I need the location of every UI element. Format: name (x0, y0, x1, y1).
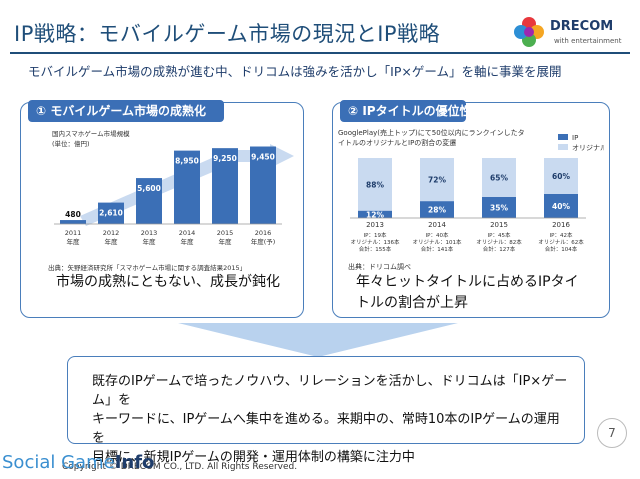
legend-ip-swatch (558, 134, 568, 140)
summary-line-2: キーワードに、IPゲームへ集中を進める。来期中の、常時10本のIPゲームの運用を (92, 412, 560, 446)
right-caption: 年々ヒットタイトルに占めるIPタイトルの割合が上昇 (356, 274, 579, 311)
count-original: オリジナル：136本 (351, 238, 400, 246)
x-tick-year: 2016 (255, 229, 272, 237)
original-pct-label: 72% (428, 176, 446, 185)
logo-tagline: with entertainment (554, 37, 622, 45)
summary-line-3: 目標に、新規IPゲームの開発・運用体制の構築に注力中 (92, 450, 415, 465)
x-tick-year: 2013 (366, 221, 384, 229)
growth-trend-arrow (80, 144, 294, 226)
x-tick-year: 2014 (428, 221, 446, 229)
bar-original-2015 (482, 158, 516, 197)
watermark-part-a: Social Game (2, 452, 115, 473)
count-original: オリジナル：82本 (476, 238, 522, 246)
strategy-summary-box (67, 356, 585, 444)
market-maturity-tab: ① モバイルゲーム市場の成熟化 (28, 100, 224, 122)
bar-value-label: 8,950 (175, 157, 199, 166)
legend-original-label: オリジナル (572, 144, 604, 152)
x-tick-year: 2012 (103, 229, 120, 237)
original-pct-label: 60% (552, 172, 570, 181)
watermark: Social GameInfo (2, 452, 154, 473)
x-tick-year: 2011 (65, 229, 82, 237)
title-divider (10, 52, 630, 54)
count-total: 合計：141本 (421, 245, 454, 253)
left-chart-title: 国内スマホゲーム市場規模 (52, 129, 130, 138)
x-tick-suffix: 年度 (219, 237, 233, 246)
strategy-summary-text: 既存のIPゲームで培ったノウハウ、リレーションを活かし、ドリコムは「IP×ゲーム… (92, 372, 572, 467)
x-tick-suffix: 年度 (67, 237, 81, 246)
count-ip: IP：42本 (550, 231, 573, 239)
bar-ip-2014 (420, 201, 454, 218)
x-tick-year: 2015 (490, 221, 508, 229)
bar-5 (212, 148, 238, 224)
right-source-note: 出典：ドリコム調べ (348, 263, 411, 271)
page-subtitle: モバイルゲーム市場の成熟が進む中、ドリコムは強みを活かし「IP×ゲーム」を軸に事… (28, 64, 562, 79)
count-total: 合計：155本 (359, 245, 392, 253)
summary-line-1: 既存のIPゲームで培ったノウハウ、リレーションを活かし、ドリコムは「IP×ゲーム… (92, 374, 568, 408)
count-total: 合計：104本 (545, 245, 578, 253)
page-title: IP戦略：モバイルゲーム市場の現況とIP戦略 (14, 22, 441, 46)
bar-6 (250, 146, 276, 224)
bar-3 (136, 178, 162, 224)
down-arrow-icon (178, 323, 458, 357)
x-tick-suffix: 年度 (181, 237, 195, 246)
copyright-text: Copyright © DRECOM CO., LTD. All Rights … (62, 462, 298, 472)
bar-4 (174, 150, 200, 224)
logo-brand-text: DRECOM (550, 19, 614, 34)
right-chart-note: GooglePlay(売上トップ)にて50位以内にランクインしたタイトルのオリジ… (338, 129, 525, 147)
bar-ip-2015 (482, 197, 516, 218)
ip-pct-label: 12% (366, 210, 384, 219)
bar-value-label: 2,610 (99, 209, 123, 218)
count-original: オリジナル：101本 (413, 238, 462, 246)
bar-ip-2016 (544, 194, 578, 218)
x-tick-year: 2016 (552, 221, 570, 229)
legend-ip-label: IP (572, 134, 578, 142)
bar-2 (98, 202, 124, 224)
count-total: 合計：127本 (483, 245, 516, 253)
x-tick-suffix: 年度(予) (251, 237, 276, 246)
count-ip: IP：19本 (364, 231, 387, 239)
page-number: 7 (597, 418, 627, 448)
left-caption: 市場の成熟にともない、成長が鈍化 (56, 274, 280, 290)
x-tick-year: 2014 (179, 229, 196, 237)
bar-value-label: 9,250 (213, 154, 237, 163)
watermark-part-b: Info (114, 452, 155, 473)
ip-pct-label: 40% (552, 202, 570, 211)
x-tick-suffix: 年度 (105, 237, 119, 246)
bar-value-label: 480 (65, 210, 81, 219)
ip-pct-label: 28% (428, 206, 446, 215)
x-tick-suffix: 年度 (143, 237, 157, 246)
count-ip: IP：45本 (488, 231, 511, 239)
bar-1 (60, 220, 86, 224)
bar-original-2014 (420, 158, 454, 202)
left-source-note: 出典：矢野経済研究所「スマホゲーム市場に関する調査結果2015」 (48, 264, 247, 272)
x-tick-year: 2015 (217, 229, 234, 237)
bar-value-label: 5,600 (137, 184, 161, 193)
ip-advantage-tab: ② IPタイトルの優位性 (340, 100, 472, 122)
x-tick-year: 2013 (141, 229, 158, 237)
ip-share-chart: IP オリジナル 88% 12% 2013 IP：19本オリジナル：136本合計：155本… (350, 134, 604, 253)
bar-ip-2013 (358, 210, 392, 218)
company-logo: DRECOM with entertainment (512, 15, 624, 49)
ip-pct-label: 35% (490, 204, 508, 213)
bar-original-2013 (358, 158, 392, 211)
drecom-flower-icon (514, 17, 544, 47)
market-size-chart: 国内スマホゲーム市場規模(単位：億円)4802011年度2,6102012年度5… (52, 129, 294, 246)
original-pct-label: 65% (490, 174, 508, 183)
left-chart-unit: (単位：億円) (52, 139, 90, 148)
legend-original-swatch (558, 144, 568, 150)
count-original: オリジナル：62本 (538, 238, 584, 246)
original-pct-label: 88% (366, 180, 384, 189)
bar-original-2016 (544, 158, 578, 194)
count-ip: IP：40本 (426, 231, 449, 239)
bar-value-label: 9,450 (251, 153, 275, 162)
